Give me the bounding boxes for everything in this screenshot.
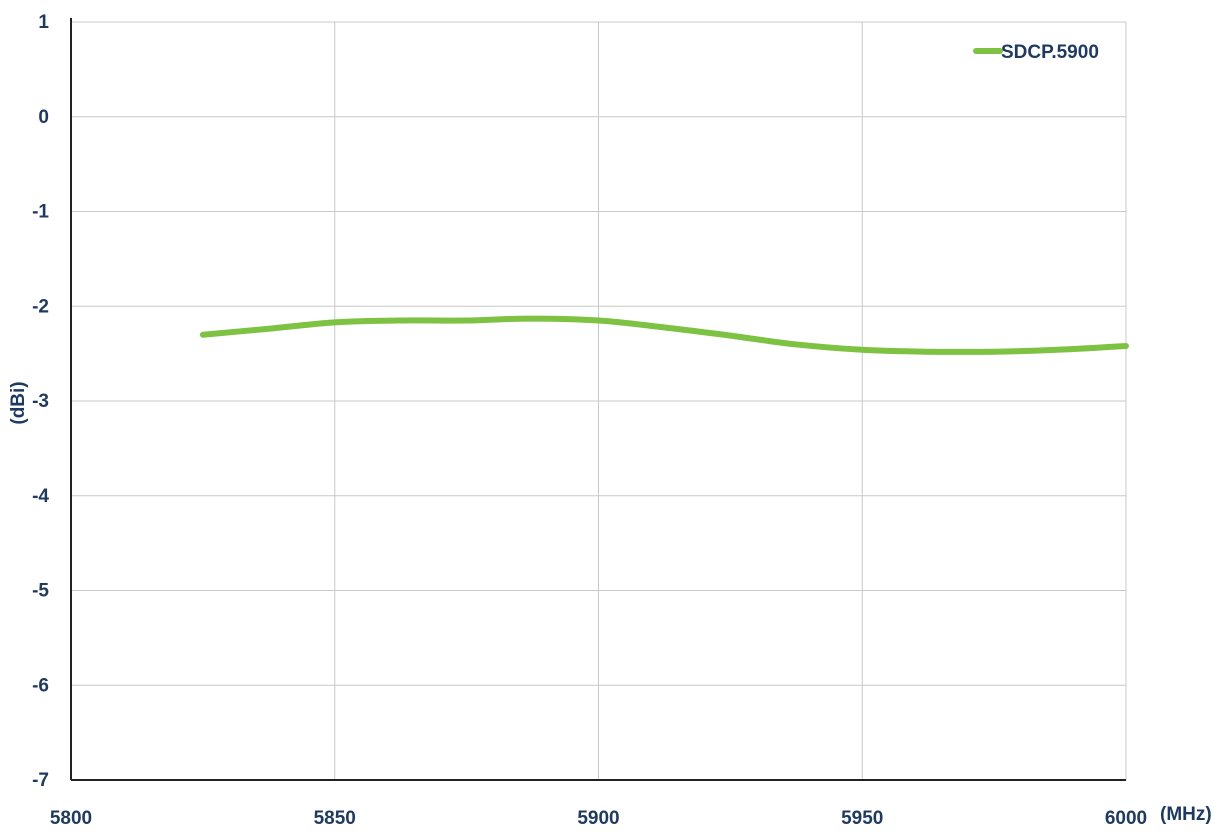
y-tick-label: -5 bbox=[32, 581, 49, 602]
axes bbox=[70, 18, 1126, 781]
y-tick-label: -2 bbox=[32, 296, 49, 317]
y-tick-label: 1 bbox=[38, 12, 49, 33]
legend: SDCP.5900 bbox=[973, 42, 1099, 63]
y-tick-label: -7 bbox=[32, 770, 49, 791]
grid-lines bbox=[70, 21, 1127, 781]
series-lines bbox=[199, 315, 1129, 355]
y-tick-label: -4 bbox=[32, 486, 49, 507]
y-tick-label: -6 bbox=[32, 675, 49, 696]
y-axis-label: (dBi) bbox=[8, 381, 29, 424]
y-tick-label: -1 bbox=[32, 202, 49, 223]
y-tick-label: -3 bbox=[32, 391, 49, 412]
series-line-sdcp-5900 bbox=[199, 315, 1129, 355]
x-tick-label: 6000 bbox=[1105, 808, 1147, 829]
x-tick-label: 5850 bbox=[314, 808, 356, 829]
y-tick-label: 0 bbox=[38, 107, 49, 128]
x-tick-label: 5800 bbox=[50, 808, 92, 829]
legend-label: SDCP.5900 bbox=[1001, 42, 1099, 63]
x-tick-label: 5900 bbox=[577, 808, 619, 829]
x-axis-label: (MHz) bbox=[1160, 804, 1212, 825]
x-tick-label: 5950 bbox=[841, 808, 883, 829]
